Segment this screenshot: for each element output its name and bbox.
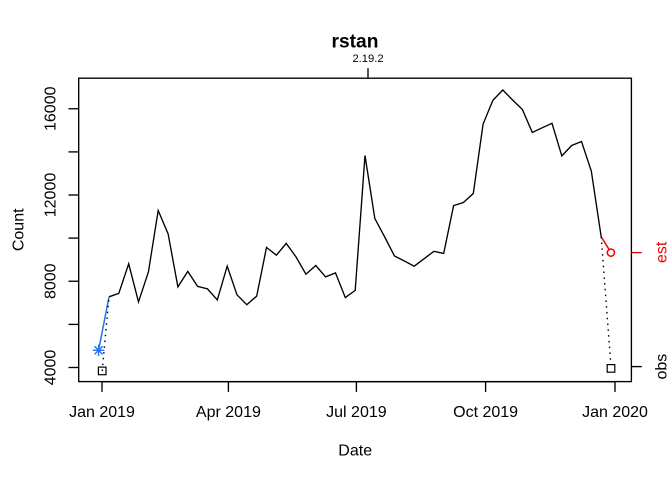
svg-text:Jan 2019: Jan 2019 <box>69 404 135 421</box>
svg-text:rstan: rstan <box>332 32 379 53</box>
svg-text:Apr 2019: Apr 2019 <box>196 404 261 421</box>
svg-text:Jan 2020: Jan 2020 <box>582 404 648 421</box>
svg-text:Jul 2019: Jul 2019 <box>326 404 387 421</box>
svg-text:8000: 8000 <box>43 263 60 299</box>
svg-text:Count: Count <box>11 208 28 251</box>
svg-text:12000: 12000 <box>43 173 60 218</box>
svg-text:4000: 4000 <box>43 350 60 386</box>
svg-text:Date: Date <box>338 442 372 459</box>
svg-text:obs: obs <box>654 354 671 380</box>
svg-text:2.19.2: 2.19.2 <box>352 53 383 65</box>
svg-text:Oct 2019: Oct 2019 <box>453 404 518 421</box>
svg-text:est: est <box>654 241 671 263</box>
svg-text:16000: 16000 <box>43 86 60 131</box>
